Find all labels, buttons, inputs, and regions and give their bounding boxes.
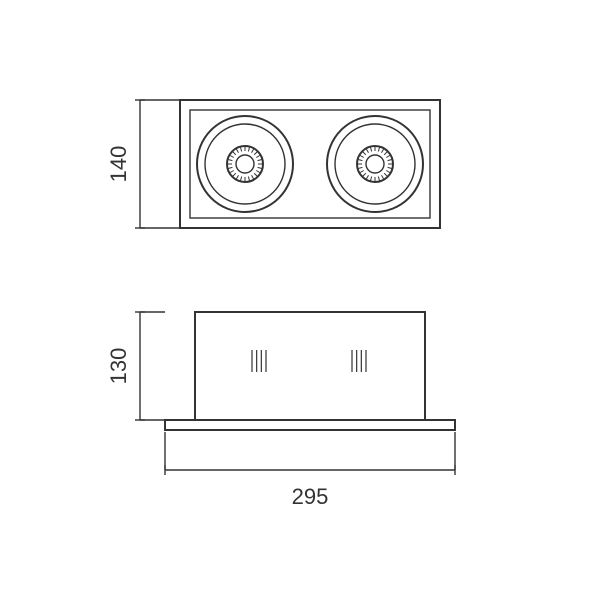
side-view-flange [165,420,455,430]
dim-140-label: 140 [106,146,131,183]
lamp-1-hub [236,155,254,173]
dim-130-label: 130 [106,348,131,385]
dim-295-label: 295 [292,484,329,509]
vent-slot-right [352,350,366,372]
top-view-outer [180,100,440,228]
lamp-2-hub [366,155,384,173]
vent-slot-left [252,350,266,372]
side-view-body [195,312,425,420]
technical-drawing: 140 130 295 [0,0,600,600]
